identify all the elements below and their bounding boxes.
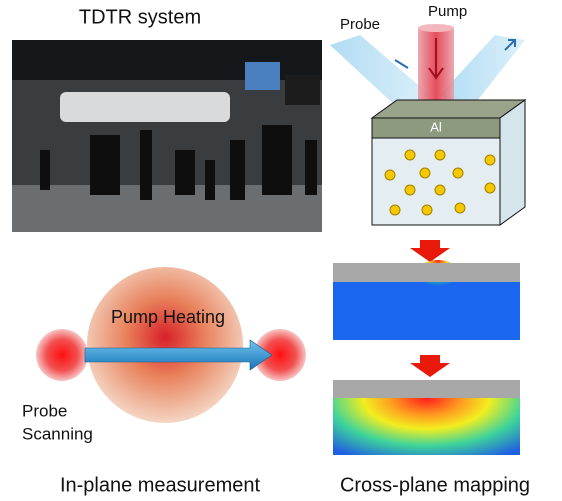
caption: Cross-plane mapping xyxy=(340,474,530,496)
probe-label: Scanning xyxy=(22,424,93,443)
pump-spot xyxy=(87,267,243,423)
photo-laser xyxy=(60,92,230,122)
in-plane-diagram: Pump Heating Probe Scanning xyxy=(22,267,306,443)
cap-layer xyxy=(333,380,520,398)
cap-layer xyxy=(333,263,520,282)
probe-spot xyxy=(36,329,88,381)
schematic: Probe Pump Al xyxy=(330,3,525,225)
heating-label: Pump Heating xyxy=(111,307,225,327)
layer-top xyxy=(372,100,525,118)
layer-label: Al xyxy=(430,119,442,134)
box-side xyxy=(500,100,525,225)
cross-section-1 xyxy=(333,260,520,340)
pump-label: Pump xyxy=(428,3,467,20)
photo-device xyxy=(245,62,280,90)
pump-beam-top xyxy=(418,24,454,32)
title: TDTR system xyxy=(79,6,201,28)
figure: TDTR system Probe Pump Al Pump Heatin xyxy=(0,0,562,501)
probe-beam xyxy=(330,35,430,110)
caption: In-plane measurement xyxy=(60,474,261,496)
photo-device xyxy=(285,75,320,105)
lab-photo xyxy=(12,40,322,232)
heat-map xyxy=(333,398,520,455)
probe-label: Probe xyxy=(22,401,67,420)
cross-section-2 xyxy=(333,380,520,455)
probe-label: Probe xyxy=(340,16,380,33)
